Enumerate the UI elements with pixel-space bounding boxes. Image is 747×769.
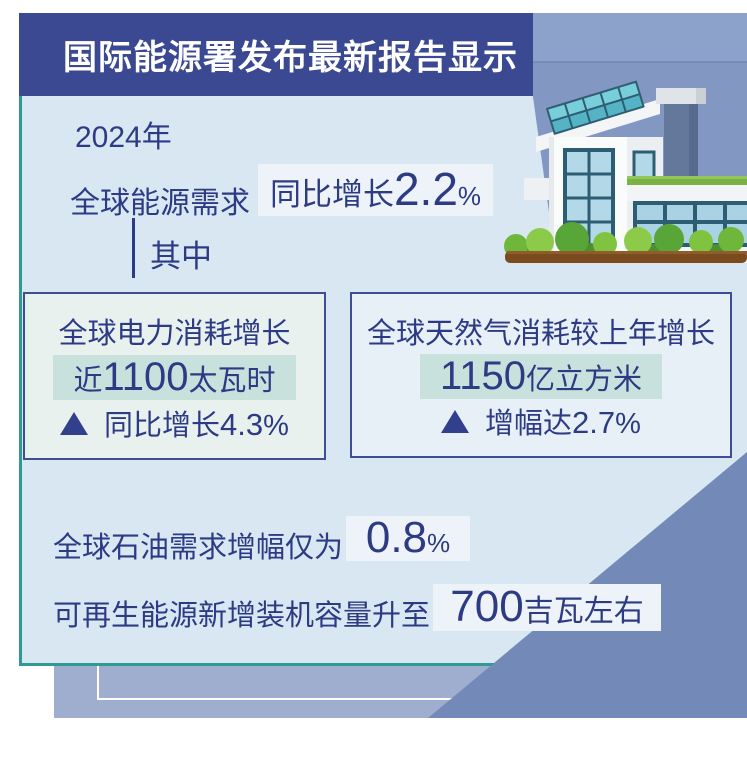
gas-delta-row: 增幅达 2.7% (441, 400, 641, 442)
electricity-title: 全球电力消耗增长 (58, 318, 291, 350)
tower-wall-shade (549, 137, 554, 252)
solar-panel-icon (546, 80, 645, 135)
chimney-cap (656, 88, 706, 104)
growth-value: 2.2 (393, 163, 458, 215)
wing-slab (627, 185, 747, 201)
footer-band-frame-bottom (97, 698, 657, 700)
up-triangle-icon (60, 411, 89, 435)
oil-unit: % (427, 528, 451, 558)
renewables-unit: 吉瓦左右 (523, 595, 644, 628)
footer-band-frame-left (97, 666, 99, 700)
growth-prefix: 同比增长 (269, 177, 394, 212)
gas-highlight-value: 1150 (439, 353, 526, 398)
title-banner: 国际能源署发布最新报告显示 (19, 13, 533, 96)
electricity-delta-row: 同比增长 4.3% (60, 402, 289, 444)
renewables-label: 可再生能源新增装机容量升至 (53, 600, 431, 632)
ground-highlight (507, 251, 747, 254)
gas-title: 全球天然气消耗较上年增长 (366, 318, 715, 350)
chimney-shade (689, 104, 698, 178)
green-roof-highlight (627, 176, 747, 179)
building-illustration (504, 13, 747, 263)
up-triangle-icon (441, 409, 470, 433)
gas-highlight: 1150 亿立方米 (419, 353, 663, 399)
gas-highlight-unit: 亿立方米 (526, 363, 643, 396)
energy-demand-value-box: 同比增长 2.2% (258, 164, 493, 216)
page-title: 国际能源署发布最新报告显示 (63, 39, 518, 77)
gas-delta-unit: % (615, 408, 641, 440)
electricity-highlight-prefix: 近 (73, 364, 103, 397)
oil-value-box: 0.8% (346, 516, 470, 561)
energy-demand-label: 全球能源需求 (70, 187, 250, 220)
connector-line (132, 218, 135, 278)
gas-stat-box: 全球天然气消耗较上年增长 1150 亿立方米 增幅达 2.7% (350, 292, 732, 458)
renewables-value-box: 700 吉瓦左右 (433, 584, 661, 631)
renewables-value: 700 (450, 582, 524, 631)
slate-panel-top (533, 13, 747, 62)
gas-delta-label: 增幅达 (485, 408, 573, 440)
electricity-highlight: 近 1100 太瓦时 (53, 354, 296, 400)
growth-unit: % (457, 181, 482, 211)
building-ledge (524, 178, 550, 200)
chimney-cap-shade (696, 88, 706, 104)
oil-value: 0.8 (365, 513, 428, 562)
electricity-highlight-value: 1100 (102, 354, 189, 399)
electricity-delta-label: 同比增长 (104, 410, 221, 442)
green-roof-strip (627, 176, 747, 185)
electricity-stat-box: 全球电力消耗增长 近 1100 太瓦时 同比增长 4.3% (23, 292, 326, 460)
oil-demand-label: 全球石油需求增幅仅为 (53, 532, 344, 564)
electricity-delta-value: 4.3 (220, 407, 264, 442)
electricity-delta-unit: % (263, 410, 289, 442)
year-label: 2024年 (75, 121, 172, 154)
tower-window (563, 148, 615, 248)
gas-delta-value: 2.7 (572, 405, 616, 440)
electricity-highlight-unit: 太瓦时 (188, 364, 276, 397)
among-label: 其中 (150, 239, 212, 274)
footer-band (54, 666, 747, 718)
